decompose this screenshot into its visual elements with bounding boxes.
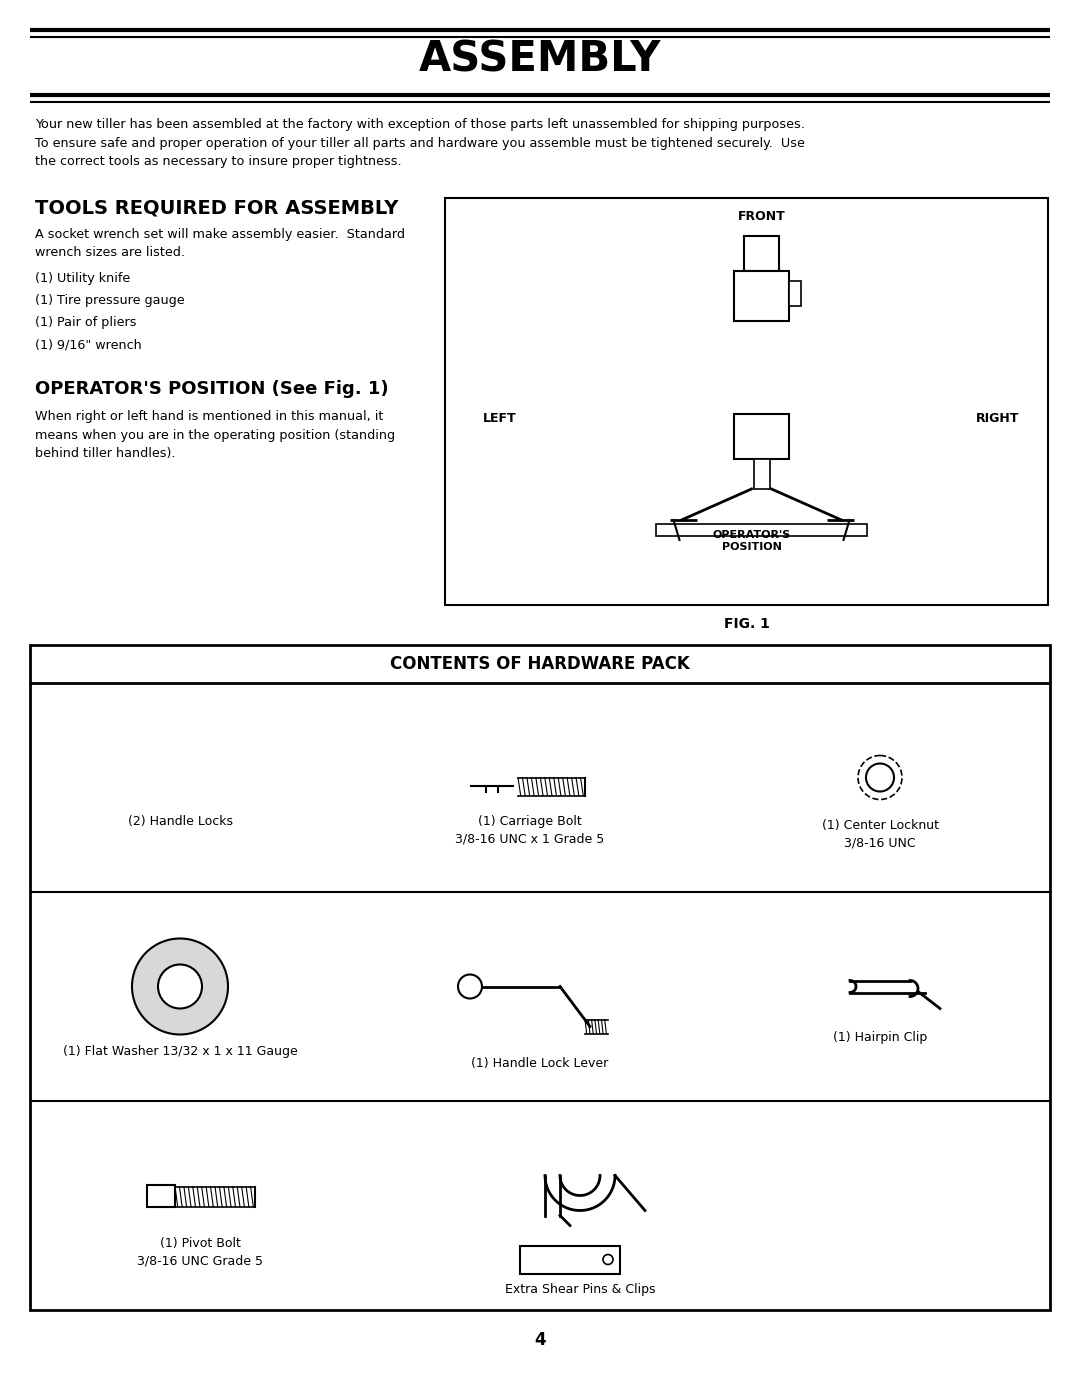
- Text: (1) Pivot Bolt
3/8-16 UNC Grade 5: (1) Pivot Bolt 3/8-16 UNC Grade 5: [137, 1238, 264, 1267]
- Bar: [734, 271, 789, 321]
- Text: ASSEMBLY: ASSEMBLY: [419, 38, 661, 80]
- Bar: [519, 1246, 620, 1274]
- Circle shape: [132, 939, 228, 1035]
- Text: (1) Pair of pliers: (1) Pair of pliers: [35, 316, 136, 330]
- Text: (1) Flat Washer 13/32 x 1 x 11 Gauge: (1) Flat Washer 13/32 x 1 x 11 Gauge: [63, 1045, 297, 1058]
- Polygon shape: [138, 745, 222, 798]
- Bar: [445, 198, 1048, 605]
- Text: (1) Tire pressure gauge: (1) Tire pressure gauge: [35, 293, 185, 307]
- Bar: [744, 236, 779, 271]
- Text: When right or left hand is mentioned in this manual, it
means when you are in th: When right or left hand is mentioned in …: [35, 409, 395, 460]
- Text: Your new tiller has been assembled at the factory with exception of those parts : Your new tiller has been assembled at th…: [35, 117, 805, 168]
- Bar: [657, 524, 867, 536]
- Text: OPERATOR'S POSITION (See Fig. 1): OPERATOR'S POSITION (See Fig. 1): [35, 380, 389, 398]
- Text: CONTENTS OF HARDWARE PACK: CONTENTS OF HARDWARE PACK: [390, 655, 690, 673]
- Circle shape: [458, 975, 482, 999]
- Text: (1) Utility knife: (1) Utility knife: [35, 272, 131, 285]
- Wedge shape: [507, 1246, 519, 1274]
- Circle shape: [866, 764, 894, 792]
- Text: A socket wrench set will make assembly easier.  Standard
wrench sizes are listed: A socket wrench set will make assembly e…: [35, 228, 405, 260]
- Text: Extra Shear Pins & Clips: Extra Shear Pins & Clips: [504, 1284, 656, 1296]
- Bar: [734, 414, 789, 460]
- Text: RIGHT: RIGHT: [976, 412, 1020, 425]
- Text: (1) Center Locknut
3/8-16 UNC: (1) Center Locknut 3/8-16 UNC: [822, 820, 939, 849]
- Text: (1) 9/16" wrench: (1) 9/16" wrench: [35, 338, 141, 351]
- Text: OPERATOR'S
POSITION: OPERATOR'S POSITION: [713, 529, 791, 552]
- Wedge shape: [470, 764, 514, 785]
- Text: (2) Handle Locks: (2) Handle Locks: [127, 814, 232, 827]
- Polygon shape: [854, 747, 906, 807]
- Circle shape: [858, 756, 902, 799]
- Bar: [789, 281, 801, 306]
- Text: FIG. 1: FIG. 1: [724, 617, 769, 631]
- Text: (1) Hairpin Clip: (1) Hairpin Clip: [833, 1031, 927, 1045]
- Text: LEFT: LEFT: [483, 412, 517, 425]
- Circle shape: [158, 964, 202, 1009]
- Polygon shape: [106, 1173, 144, 1218]
- Circle shape: [603, 1255, 613, 1264]
- Text: 4: 4: [535, 1331, 545, 1350]
- Bar: [30, 645, 1050, 1310]
- Text: (1) Carriage Bolt
3/8-16 UNC x 1 Grade 5: (1) Carriage Bolt 3/8-16 UNC x 1 Grade 5: [456, 816, 605, 845]
- Text: TOOLS REQUIRED FOR ASSEMBLY: TOOLS REQUIRED FOR ASSEMBLY: [35, 198, 399, 217]
- Text: FRONT: FRONT: [738, 210, 785, 224]
- Bar: [147, 1185, 175, 1207]
- Text: (1) Handle Lock Lever: (1) Handle Lock Lever: [471, 1056, 609, 1070]
- Polygon shape: [724, 321, 799, 411]
- Bar: [754, 460, 769, 489]
